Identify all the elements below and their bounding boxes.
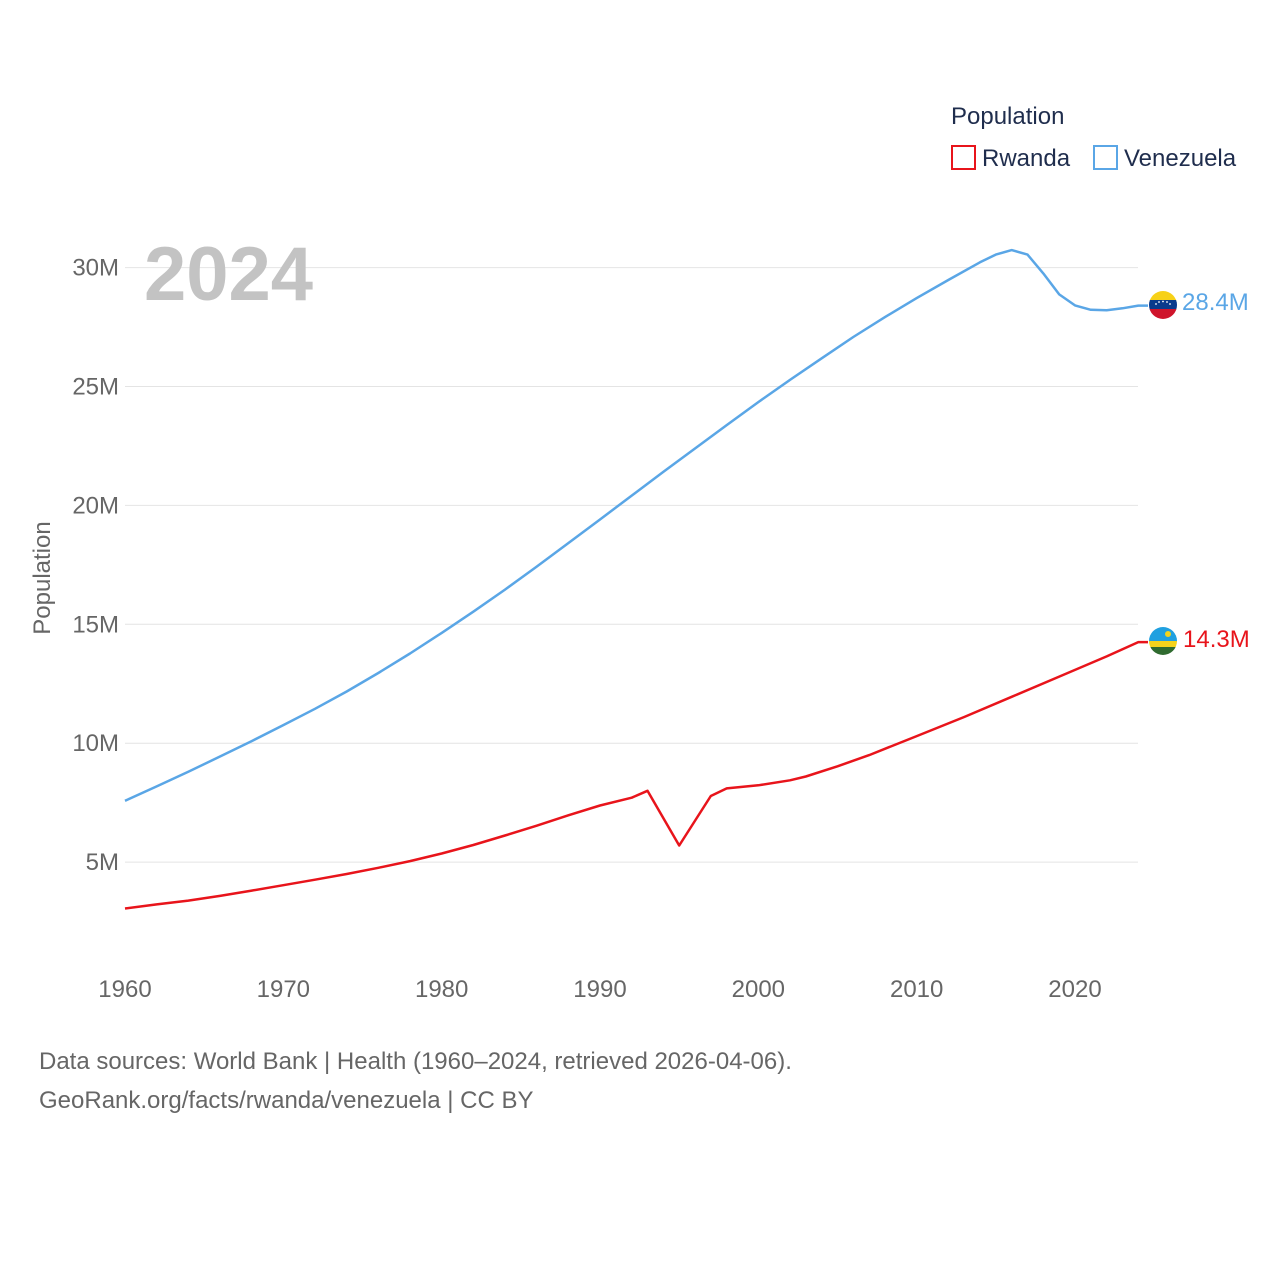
x-tick-label: 2000 — [732, 976, 785, 1003]
y-tick-label: 25M — [72, 374, 119, 401]
y-tick-label: 5M — [86, 849, 119, 876]
series-line-venezuela — [124, 248, 1148, 802]
gridlines — [125, 267, 1138, 863]
venezuela-flag-icon — [1149, 291, 1177, 319]
x-tick-label: 2020 — [1048, 976, 1101, 1003]
y-tick-label: 10M — [72, 730, 119, 757]
y-tick-label: 15M — [72, 611, 119, 638]
footer-link[interactable]: GeoRank.org/facts/rwanda/venezuela | CC … — [39, 1087, 533, 1114]
legend: Population Rwanda Venezuela — [951, 103, 1237, 172]
footer-sources: Data sources: World Bank | Health (1960–… — [39, 1048, 792, 1075]
end-label-rwanda: 14.3M — [1183, 626, 1250, 653]
end-label-venezuela: 28.4M — [1182, 289, 1249, 316]
y-axis-label: Population — [29, 521, 56, 634]
rwanda-flag-icon — [1149, 627, 1177, 655]
series-line-rwanda — [124, 640, 1148, 910]
legend-label-rwanda[interactable]: Rwanda — [982, 145, 1071, 172]
x-tick-label: 1980 — [415, 976, 468, 1003]
legend-swatch-venezuela[interactable] — [1093, 145, 1118, 170]
legend-title: Population — [951, 103, 1064, 130]
legend-label-venezuela[interactable]: Venezuela — [1124, 145, 1237, 172]
year-label: 2024 — [144, 232, 313, 317]
x-tick-label: 2010 — [890, 976, 943, 1003]
y-tick-label: 30M — [72, 255, 119, 282]
legend-swatch-rwanda[interactable] — [951, 145, 976, 170]
x-axis-ticks: 1960 1970 1980 1990 2000 2010 2020 — [98, 976, 1101, 1003]
x-tick-label: 1990 — [573, 976, 626, 1003]
y-axis-ticks: 5M 10M 15M 20M 25M 30M — [72, 255, 119, 876]
x-tick-label: 1960 — [98, 976, 151, 1003]
y-tick-label: 20M — [72, 492, 119, 519]
x-tick-label: 1970 — [257, 976, 310, 1003]
